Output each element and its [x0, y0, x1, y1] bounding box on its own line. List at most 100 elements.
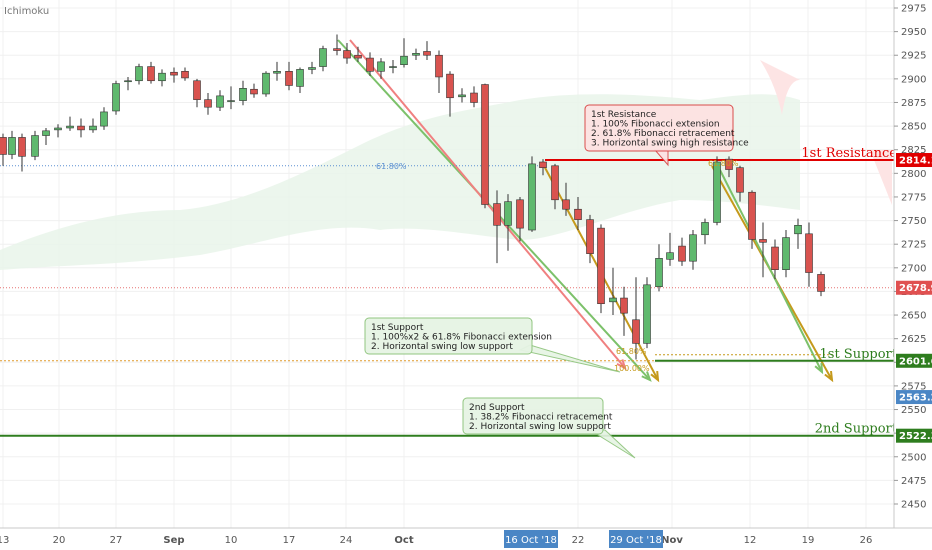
- candle-down: [481, 84, 489, 205]
- candle-down: [805, 233, 813, 273]
- candle-down: [181, 70, 189, 79]
- candle-up: [713, 161, 721, 223]
- callout-resistance-line: 2. 61.8% Fibonacci retracement: [591, 129, 735, 139]
- date-highlight-label: 29 Oct '18: [610, 535, 662, 546]
- tag-support1-bg: [896, 353, 932, 368]
- tag-resistance-bg: [896, 153, 932, 168]
- date-highlight-label: 16 Oct '18: [505, 535, 557, 546]
- y-tick-label: 2725: [901, 240, 926, 251]
- candle-up: [112, 83, 120, 112]
- candle-up: [666, 252, 674, 260]
- tag-current-text: 2678.9: [899, 283, 932, 294]
- candle-up: [66, 125, 74, 129]
- candles: [0, 34, 825, 360]
- time-axis-panel[interactable]: [0, 528, 932, 550]
- callout-support1-line: 1st Support: [371, 323, 424, 333]
- x-tick-label: 17: [283, 535, 296, 546]
- candle-down: [343, 50, 351, 59]
- support2-label: 2nd Support: [815, 422, 898, 437]
- candle-up: [31, 135, 39, 157]
- candle-up: [701, 222, 709, 236]
- y-tick-label: 2750: [901, 216, 926, 227]
- x-tick-label: 26: [860, 535, 873, 546]
- candle-up: [458, 94, 466, 98]
- candle-up: [8, 137, 16, 155]
- candle-up: [609, 297, 617, 303]
- date-highlight-tag: [504, 530, 558, 548]
- candle-up: [400, 55, 408, 65]
- candle-down: [748, 191, 756, 240]
- y-tick-label: 2550: [901, 405, 926, 416]
- candle-down: [204, 99, 212, 108]
- candle-up: [794, 224, 802, 235]
- resistance-label: 1st Resistance: [801, 146, 897, 161]
- candle-down: [771, 246, 779, 270]
- candle-down: [586, 219, 594, 254]
- callout-resistance-line: 3. Horizontal swing high resistance: [591, 139, 749, 149]
- candle-up: [135, 66, 143, 82]
- x-tick-label: 20: [53, 535, 66, 546]
- candle-up: [216, 95, 224, 108]
- arrow-fib-right-head: [824, 370, 834, 383]
- candle-down: [620, 297, 628, 314]
- candle-up: [42, 130, 50, 136]
- candle-up: [100, 111, 108, 127]
- candle-down: [77, 125, 85, 131]
- candle-up: [296, 69, 304, 87]
- candle-up: [412, 53, 420, 56]
- fib-label-100-bottom: 100.00%: [614, 364, 650, 373]
- candle-down: [736, 167, 744, 193]
- x-tick-label: Nov: [661, 535, 683, 546]
- callout-resistance-box: [584, 104, 734, 152]
- price-tags: 2814.1 2678.9 2601.6 2563.2 2522.3: [896, 153, 932, 443]
- candle-down: [597, 227, 605, 305]
- y-tick-label: 2800: [901, 169, 926, 180]
- candle-down: [725, 158, 733, 170]
- callout-support2-line: 2. Horizontal swing low support: [469, 422, 611, 432]
- candle-down: [193, 80, 201, 100]
- x-tick-label: 19: [802, 535, 815, 546]
- tag-support2-bg: [896, 428, 932, 443]
- candle-down: [574, 208, 582, 220]
- candle-up: [319, 48, 327, 67]
- candle-up: [262, 72, 270, 95]
- arrow-green-right: [719, 169, 823, 373]
- candle-up: [504, 201, 512, 226]
- callout-support2-box: [462, 397, 604, 435]
- y-tick-label: 2475: [901, 476, 926, 487]
- tag-support2-text: 2522.3: [899, 431, 932, 442]
- y-tick-label: 2975: [901, 4, 926, 15]
- y-tick-label: 2950: [901, 27, 926, 38]
- candle-up: [643, 284, 651, 344]
- candle-down: [0, 137, 7, 155]
- candle-down: [632, 319, 640, 344]
- candle-up: [528, 163, 536, 231]
- callout-support2-line: 1. 38.2% Fibonacci retracement: [469, 413, 613, 423]
- y-tick-label: 2925: [901, 51, 926, 62]
- callout-support1-line: 2. Horizontal swing low support: [371, 342, 513, 352]
- candle-down: [435, 54, 443, 78]
- candle-up: [377, 61, 385, 72]
- candle-down: [539, 161, 547, 168]
- candle-up: [389, 66, 397, 68]
- x-tick-label: 10: [225, 535, 238, 546]
- candle-up: [308, 67, 316, 70]
- candle-down: [817, 274, 825, 292]
- candle-down: [354, 54, 362, 59]
- candle-up: [239, 88, 247, 101]
- y-tick-label: 2575: [901, 381, 926, 392]
- candle-up: [273, 70, 281, 74]
- candle-up: [89, 125, 97, 131]
- candle-down: [333, 48, 341, 51]
- y-tick-label: 2500: [901, 452, 926, 463]
- x-tick-label: 13: [0, 535, 9, 546]
- y-tick-label: 2900: [901, 74, 926, 85]
- candle-up: [54, 127, 62, 131]
- x-tick-label: Oct: [394, 535, 413, 546]
- candle-down: [470, 92, 478, 103]
- candle-down: [493, 203, 501, 226]
- candle-down: [446, 73, 454, 99]
- x-tick-label: 27: [110, 535, 123, 546]
